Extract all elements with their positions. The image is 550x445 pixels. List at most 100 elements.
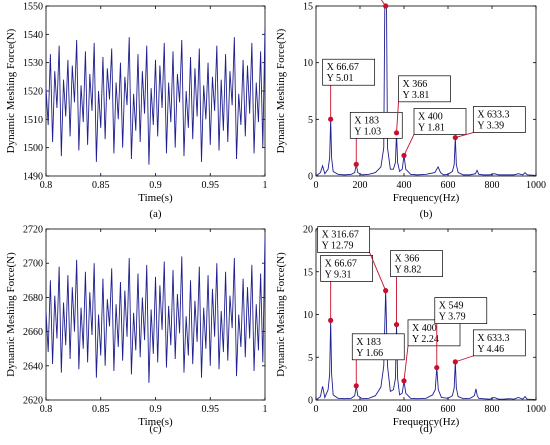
data-tip-box xyxy=(390,250,443,277)
x-tick-label: 800 xyxy=(485,180,500,191)
y-tick-label: 1510 xyxy=(23,115,43,126)
y-tick-label: 1520 xyxy=(23,87,43,98)
data-tip-x-text: X 400 xyxy=(418,111,443,122)
y-tick-label: 2680 xyxy=(23,293,43,304)
data-tip-connector xyxy=(380,0,387,7)
data-tip: X 66.67Y 9.31 xyxy=(320,255,374,323)
data-tip-marker xyxy=(452,359,458,365)
x-axis-title: Time(s) xyxy=(138,416,173,428)
y-tick-label: 0 xyxy=(308,396,313,407)
data-tip-box xyxy=(434,297,488,324)
data-tip-x-text: X 633.3 xyxy=(477,333,509,344)
chart-panel-d: 0 200 400 600 800 1000 0 5 10 15 20 Frequency(Hz) Dy… xyxy=(275,225,546,436)
y-tick-label: 1540 xyxy=(23,30,43,41)
data-tip-x-text: X 66.67 xyxy=(327,62,359,73)
data-tip-marker xyxy=(353,161,359,167)
data-tip-connector xyxy=(369,252,387,291)
data-tip-box xyxy=(472,329,526,357)
data-tip-x-text: X 633.3 xyxy=(477,110,509,121)
y-tick-label: 2720 xyxy=(23,225,43,236)
data-tip-y-text: Y 12.79 xyxy=(322,241,354,252)
data-tip-marker xyxy=(383,3,389,9)
y-tick-label: 15 xyxy=(303,267,313,278)
x-tick-label: 1000 xyxy=(526,404,546,415)
data-tip-connector xyxy=(403,134,415,156)
x-tick-label: 1 xyxy=(263,180,268,191)
data-tip-box xyxy=(472,106,526,133)
panel-label: (d) xyxy=(420,423,433,435)
y-axis-title: Dynamic Meshing Force(N) xyxy=(5,252,17,377)
x-tick-label: 0.95 xyxy=(202,180,220,191)
y-tick-label: 1550 xyxy=(23,2,43,13)
data-tip-connector xyxy=(455,355,474,363)
data-tip-marker xyxy=(401,378,407,384)
x-tick-label: 400 xyxy=(397,404,412,415)
data-tip-x-text: X 400 xyxy=(412,323,437,334)
x-tick-label: 0.9 xyxy=(149,404,162,415)
data-tip-x-text: X 66.67 xyxy=(325,258,357,269)
x-tick-label: 0.95 xyxy=(202,404,220,415)
y-tick-label: 5 xyxy=(308,115,313,126)
series-line xyxy=(316,290,536,400)
data-tip-box xyxy=(413,108,467,135)
data-tip: X 316.67Y 25.76 xyxy=(380,0,389,9)
x-tick-label: 1000 xyxy=(526,180,546,191)
data-tip-y-text: Y 9.31 xyxy=(325,269,352,280)
data-tip: X 66.67Y 5.01 xyxy=(322,58,376,122)
x-tick-label: 1 xyxy=(263,404,268,415)
chart-panel-c: 0.8 0.85 0.9 0.95 1 2620 2640 2660 2680 2700 2720 T… xyxy=(5,225,268,436)
data-tip-marker xyxy=(401,152,407,159)
x-tick-label: 0 xyxy=(314,404,319,415)
y-tick-label: 2660 xyxy=(23,327,43,338)
data-tip-connector xyxy=(396,101,399,133)
x-axis-title: Time(s) xyxy=(138,192,173,204)
x-axis-title: Frequency(Hz) xyxy=(393,416,460,428)
data-tip-marker xyxy=(434,364,440,371)
data-tip-marker xyxy=(393,130,400,136)
x-tick-label: 0 xyxy=(314,180,319,191)
data-tip-box xyxy=(351,333,405,361)
y-tick-label: 5 xyxy=(308,353,313,364)
y-tick-label: 15 xyxy=(303,2,313,13)
x-tick-label: 0.85 xyxy=(92,404,110,415)
data-tip-y-text: Y 1.81 xyxy=(418,122,445,133)
data-tip-marker xyxy=(383,288,389,294)
series-line xyxy=(46,25,265,165)
data-tip-marker xyxy=(328,116,334,122)
chart-panel-b: 0 200 400 600 800 1000 0 5 10 15 Frequency(Hz) Dyna… xyxy=(275,0,546,220)
y-tick-label: 1500 xyxy=(23,143,43,154)
data-tip-y-text: Y 5.01 xyxy=(327,73,354,84)
data-tip-box xyxy=(349,111,403,139)
x-tick-label: 600 xyxy=(441,404,456,415)
data-tip-x-text: X 316.67 xyxy=(322,230,359,241)
x-tick-label: 0.8 xyxy=(40,404,53,415)
plot-frame xyxy=(315,5,537,177)
data-tip-x-text: X 183 xyxy=(356,337,381,348)
x-tick-label: 200 xyxy=(353,404,368,415)
data-tip-box xyxy=(407,319,461,347)
panel-label: (a) xyxy=(149,208,162,220)
y-tick-label: 2640 xyxy=(23,361,43,372)
data-tip-x-text: X 549 xyxy=(439,301,464,312)
data-tip-box xyxy=(322,58,376,86)
data-tip-connector xyxy=(455,132,474,139)
data-tip: X 316.67Y 12.79 xyxy=(317,226,389,294)
x-tick-label: 400 xyxy=(397,180,412,191)
data-tip-box xyxy=(398,75,451,103)
y-tick-label: 0 xyxy=(308,172,313,183)
x-tick-label: 600 xyxy=(441,180,456,191)
data-tip: X 633.3Y 3.39 xyxy=(452,106,526,141)
data-tip-y-text: Y 3.79 xyxy=(439,312,466,323)
x-tick-label: 0.85 xyxy=(92,180,110,191)
y-axis-title: Dynamic Meshing Force(N) xyxy=(5,28,17,153)
panel-label: (b) xyxy=(420,208,433,220)
data-tip-marker xyxy=(353,383,359,389)
